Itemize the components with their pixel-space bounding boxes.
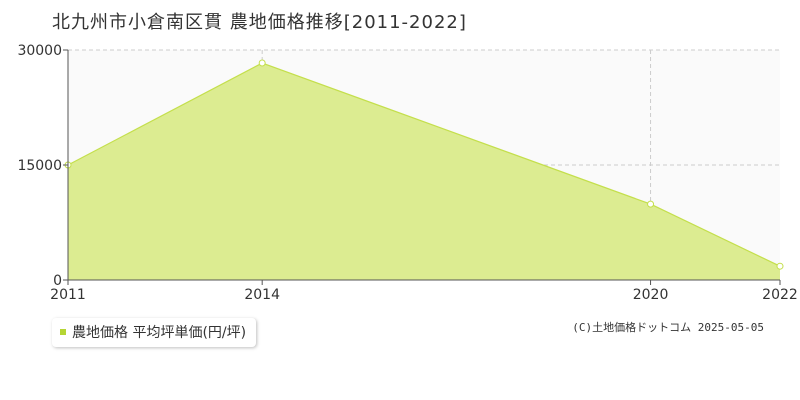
credit-text: (C)土地価格ドットコム 2025-05-05 [572,321,764,334]
series-line [67,62,781,267]
data-point [647,200,655,208]
legend-swatch [60,329,66,335]
x-tick-label: 2020 [633,287,669,303]
legend: 農地価格 平均坪単価(円/坪) [52,318,257,347]
chart-title: 北九州市小倉南区貫 農地価格推移[2011-2022] [52,12,467,33]
y-tick-label: 0 [53,273,62,289]
data-point [776,262,784,270]
x-tick-label: 2014 [244,287,280,303]
x-tick-label: 2022 [762,287,798,303]
x-tick-label: 2011 [50,287,86,303]
series-area [68,63,780,281]
data-point [258,59,266,67]
y-tick-label: 15000 [17,158,62,174]
y-tick-label: 30000 [17,43,62,59]
legend-label: 農地価格 平均坪単価(円/坪) [72,325,247,341]
